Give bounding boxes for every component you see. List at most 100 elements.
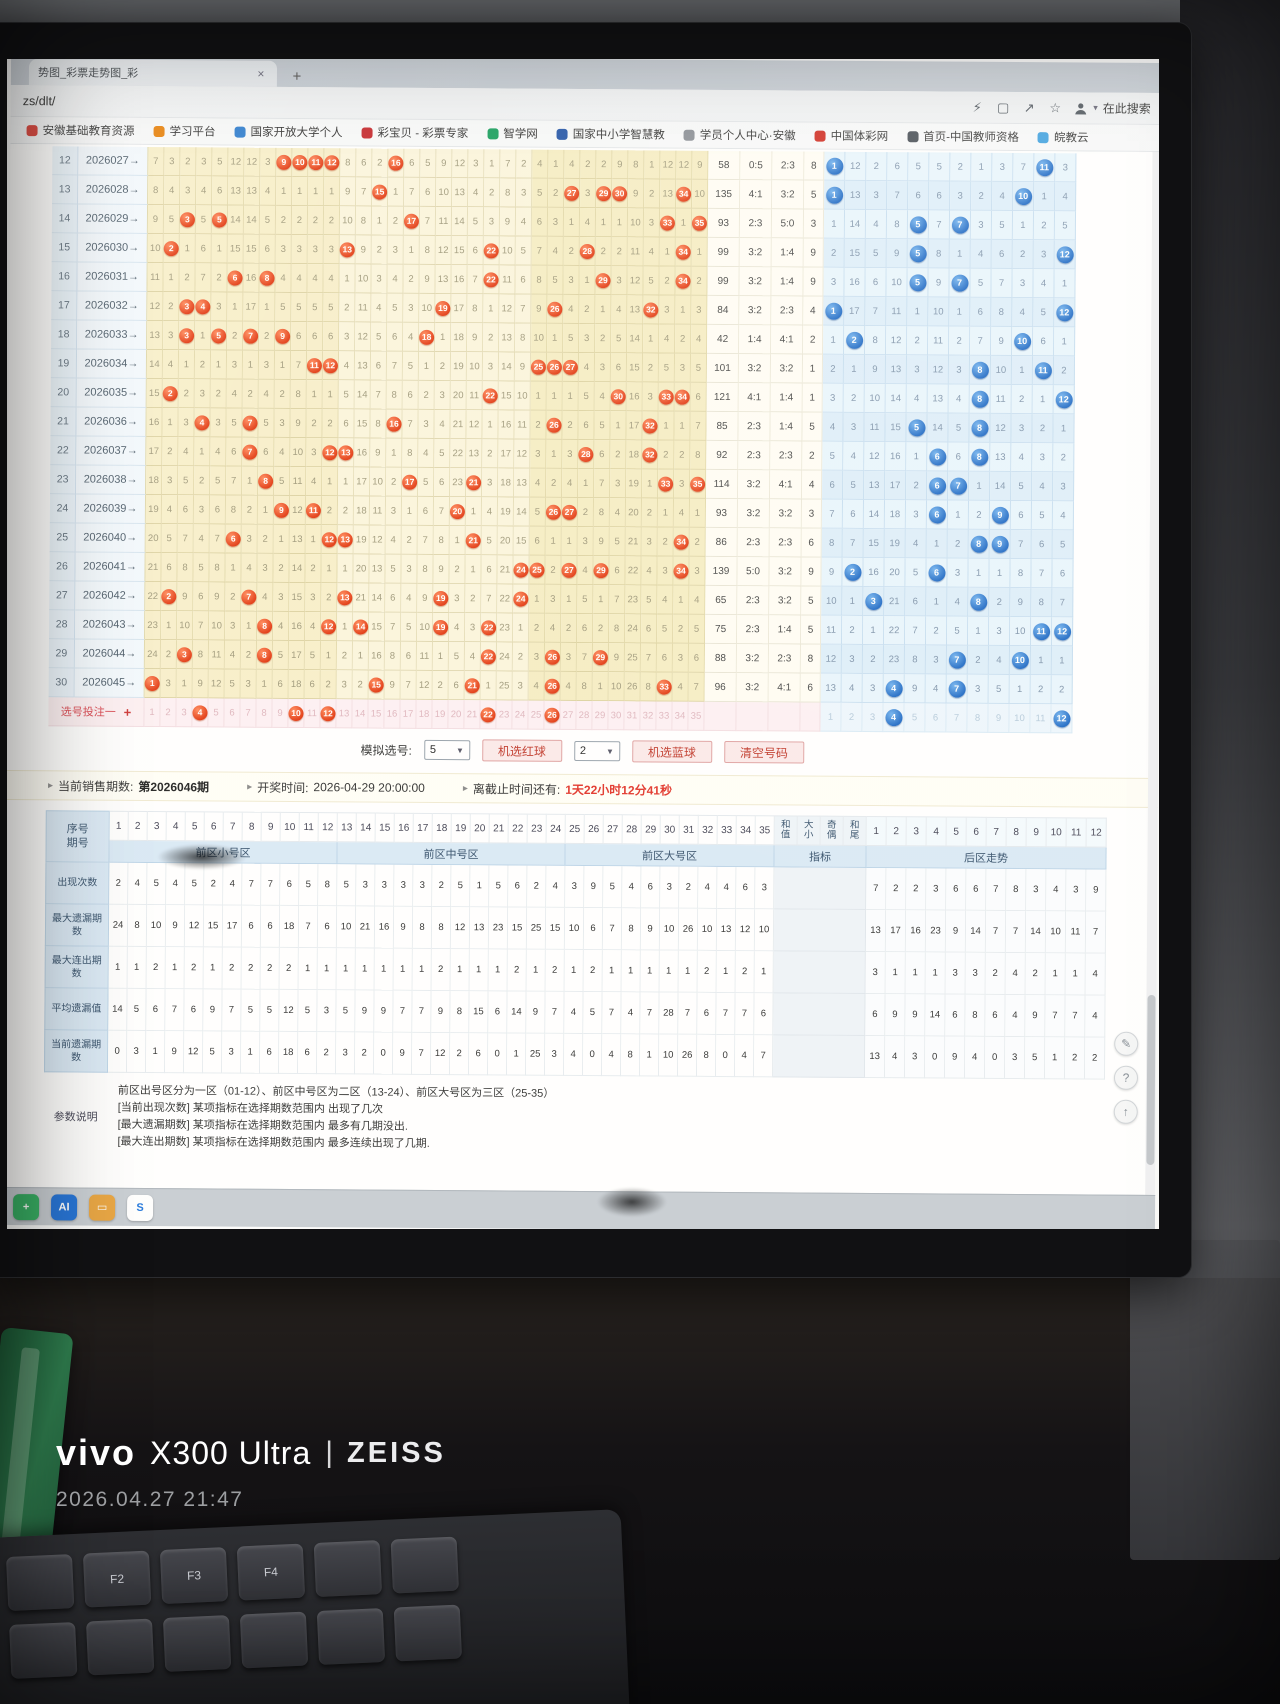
select-number-cell[interactable]: 2 [160, 698, 177, 728]
select-number-cell[interactable]: 18 [416, 699, 433, 729]
blue-count-select[interactable]: 2 ▼ [573, 740, 620, 762]
select-number-cell[interactable]: 25 [528, 700, 545, 730]
select-number-cell[interactable]: 4 [192, 698, 209, 728]
select-number-cell[interactable]: 5 [904, 703, 926, 733]
select-number-cell[interactable]: 26 [544, 700, 561, 730]
sogou-icon[interactable]: S [126, 1194, 154, 1221]
select-number-cell[interactable]: 19 [432, 699, 449, 730]
bookmark-item[interactable]: 智学网 [487, 125, 538, 141]
select-number-cell[interactable]: 27 [560, 700, 577, 730]
browser-ai-icon[interactable]: AI [50, 1193, 78, 1220]
pick-blue-button[interactable]: 机选蓝球 [631, 740, 712, 763]
select-number-cell[interactable]: 1 [144, 697, 161, 728]
edit-note-button[interactable]: ✎ [1114, 1031, 1139, 1056]
back-miss-cell: 6 [927, 442, 949, 472]
scrollbar-thumb[interactable] [1146, 994, 1156, 1166]
select-number-cell[interactable]: 23 [496, 700, 513, 730]
select-number-cell[interactable]: 10 [288, 698, 305, 729]
red-ball[interactable]: 10 [288, 705, 304, 721]
bookmark-item[interactable]: 彩宝贝 - 彩票专家 [361, 124, 469, 141]
select-number-cell[interactable]: 2 [841, 702, 863, 732]
front-miss-cell: 15 [227, 234, 244, 264]
share-icon[interactable]: ↗ [1023, 99, 1035, 115]
help-button[interactable]: ? [1113, 1065, 1139, 1090]
address-bar[interactable]: zs/dlt/ ⚡ ▢ ↗ ☆ ▾ 在此搜索 [10, 84, 1159, 126]
select-number-cell[interactable]: 24 [512, 700, 529, 730]
select-number-cell[interactable]: 5 [208, 698, 225, 728]
select-number-cell[interactable]: 11 [304, 699, 321, 729]
blue-ball[interactable]: 4 [884, 708, 903, 726]
bookmark-item[interactable]: 国家中小学智慧教 [556, 126, 665, 143]
select-number-cell[interactable]: 12 [1051, 704, 1073, 734]
select-number-cell[interactable]: 8 [256, 698, 273, 728]
red-ball[interactable]: 4 [192, 704, 208, 720]
red-count-select[interactable]: 5 ▼ [423, 739, 470, 761]
red-ball[interactable]: 26 [544, 707, 560, 723]
select-number-cell[interactable]: 10 [1009, 703, 1031, 734]
flash-icon[interactable]: ⚡ [972, 99, 982, 115]
select-number-cell[interactable]: 32 [640, 701, 657, 731]
select-number-cell[interactable]: 22 [480, 700, 497, 730]
user-account-chip[interactable]: ▾ 在此搜索 [1074, 99, 1151, 117]
front-miss-cell: 20 [449, 497, 467, 527]
browser-tab[interactable]: 势图_彩票走势图_彩 × [28, 59, 278, 87]
select-number-cell[interactable]: 4 [883, 703, 905, 733]
back-to-top-button[interactable]: ↑ [1113, 1099, 1138, 1124]
select-number-cell[interactable]: 30 [608, 701, 625, 731]
back-miss-cell: 1 [824, 151, 846, 181]
select-number-cell[interactable]: 9 [988, 703, 1010, 733]
select-number-cell[interactable]: 35 [688, 701, 705, 731]
bookmark-item[interactable]: 中国体彩网 [814, 128, 889, 145]
select-bet-label[interactable]: 选号投注一 + [48, 697, 145, 727]
pick-red-button[interactable]: 机选红球 [481, 739, 562, 762]
clear-numbers-button[interactable]: 清空号码 [723, 740, 805, 764]
select-number-cell[interactable]: 3 [176, 698, 193, 728]
select-number-cell[interactable]: 17 [400, 699, 417, 729]
red-ball: 18 [419, 329, 435, 345]
select-number-cell[interactable]: 34 [672, 701, 689, 731]
bookmark-item[interactable]: 学习平台 [153, 123, 216, 139]
select-number-cell[interactable]: 21 [464, 700, 481, 730]
select-number-cell[interactable]: 12 [320, 699, 337, 729]
tab-close-icon[interactable]: × [257, 66, 265, 81]
red-ball[interactable]: 12 [320, 705, 336, 721]
row-period: 2026035→ [76, 378, 147, 408]
front-miss-cell: 5 [178, 466, 195, 496]
size-ratio: 3:2 [739, 267, 772, 297]
select-number-cell[interactable]: 28 [576, 700, 593, 731]
back-miss-cell: 5 [1031, 501, 1054, 531]
select-number-cell[interactable]: 7 [946, 703, 968, 733]
bookmark-item[interactable]: 安徽基础教育资源 [26, 122, 135, 139]
select-number-cell[interactable]: 13 [336, 699, 353, 729]
select-number-cell[interactable]: 6 [925, 703, 947, 733]
select-number-cell[interactable]: 8 [967, 703, 989, 733]
select-number-cell[interactable]: 9 [272, 698, 289, 728]
new-tab-button[interactable]: + [292, 67, 302, 85]
select-number-cell[interactable]: 6 [224, 698, 241, 728]
bookmark-item[interactable]: 国家开放大学个人 [234, 124, 343, 141]
folder-icon[interactable]: ▭ [88, 1194, 116, 1221]
select-number-cell[interactable]: 7 [240, 698, 257, 728]
blue-ball[interactable]: 12 [1052, 709, 1071, 727]
panels-icon[interactable]: ▢ [997, 99, 1010, 115]
favorite-star-icon[interactable]: ☆ [1049, 99, 1062, 115]
select-number-cell[interactable]: 29 [592, 701, 609, 731]
messenger-icon[interactable]: + [12, 1193, 40, 1220]
select-number-cell[interactable]: 20 [448, 700, 465, 730]
bookmark-item[interactable]: 学员个人中心·安徽 [683, 127, 796, 144]
select-number-cell[interactable]: 33 [656, 701, 673, 731]
blue-ball: 5 [908, 273, 927, 291]
select-number-cell[interactable]: 1 [820, 702, 842, 732]
bookmark-item[interactable]: 首页-中国教师资格 [907, 128, 1019, 145]
select-number-cell[interactable]: 31 [624, 701, 641, 731]
desk-shelf [1130, 1240, 1280, 1560]
select-number-cell[interactable]: 15 [368, 699, 385, 729]
select-number-cell[interactable]: 3 [862, 702, 884, 733]
add-bet-icon[interactable]: + [123, 704, 132, 720]
select-number-cell[interactable]: 16 [384, 699, 401, 729]
bookmark-item[interactable]: 皖教云 [1037, 129, 1089, 145]
stat-value-cell: 2 [886, 868, 907, 911]
select-number-cell[interactable]: 14 [352, 699, 369, 729]
red-ball[interactable]: 22 [480, 706, 496, 722]
select-number-cell[interactable]: 11 [1030, 704, 1052, 734]
